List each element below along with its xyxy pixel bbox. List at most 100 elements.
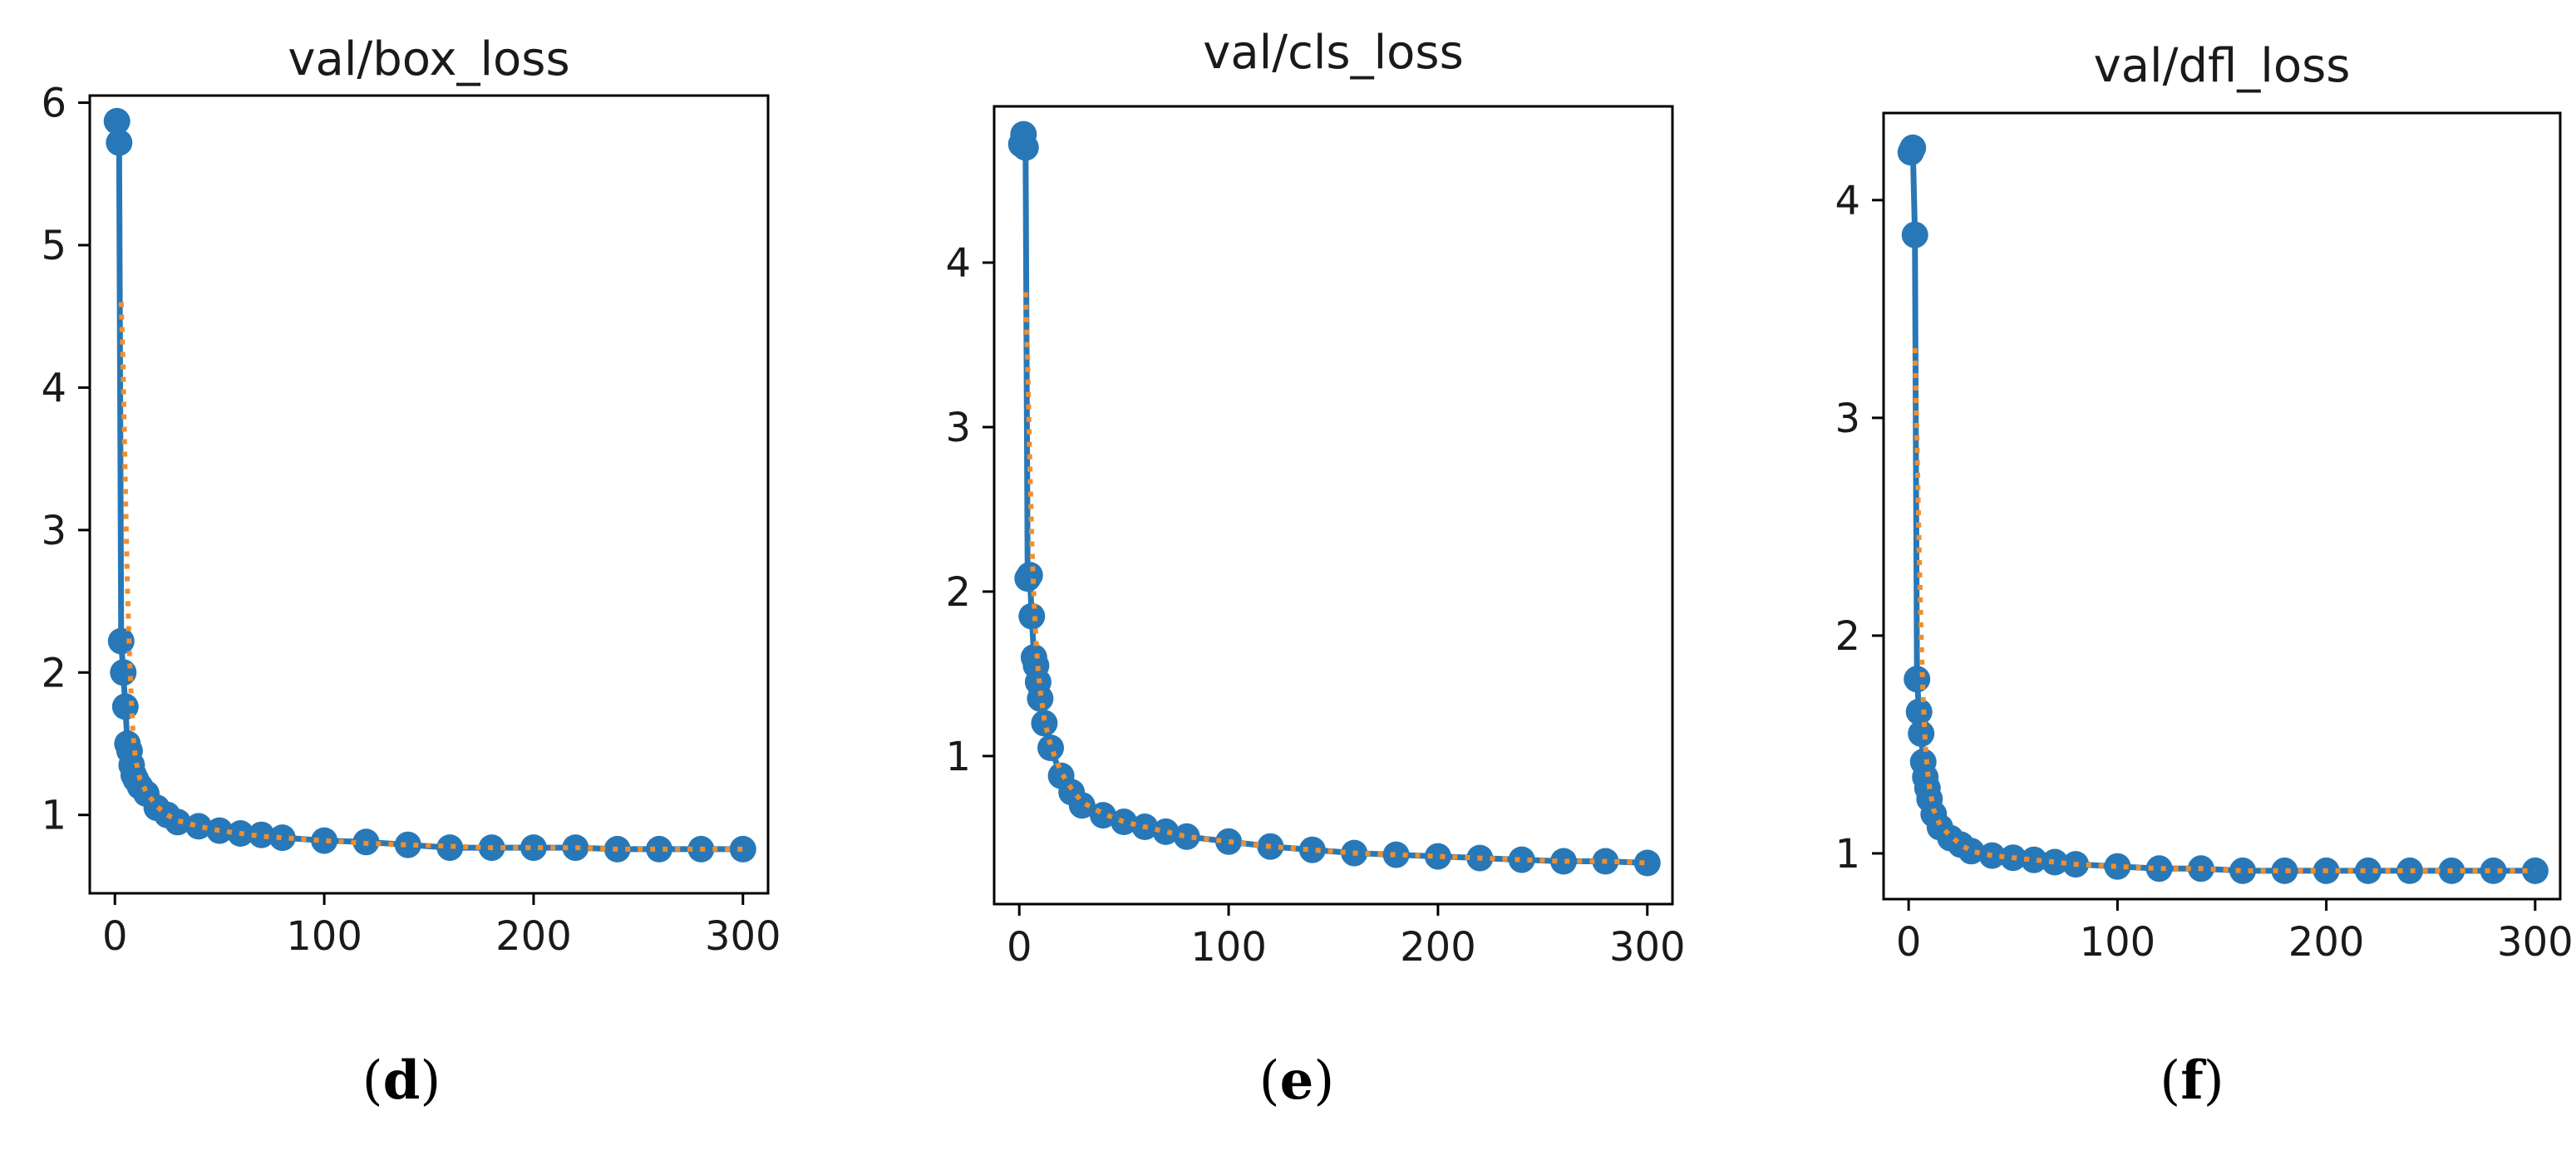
data-point [248,821,275,848]
data-point [1633,849,1661,877]
data-point [1298,836,1326,863]
y-tick-label: 4 [41,365,66,411]
y-tick-label: 2 [41,650,66,696]
data-point [103,107,131,135]
axes-frame [1882,111,2562,901]
y-tick-label: 3 [945,405,971,451]
data-point [1958,838,1985,865]
data-point [2104,853,2131,880]
data-point [1215,828,1243,855]
caption-e: (e) [1259,1050,1335,1112]
data-point [1027,685,1054,712]
series-results-line [114,118,746,853]
data-point [1173,823,1200,850]
data-point [111,693,139,720]
series-smooth-line [118,302,743,852]
x-tick-label: 200 [495,913,572,960]
data-point [1508,846,1535,873]
data-point [1031,710,1058,737]
chart-title: val/cls_loss [1203,26,1464,80]
data-point [206,817,234,844]
y-tick-label: 5 [41,223,66,269]
data-point [1152,818,1180,845]
data-point [1978,842,2006,869]
data-point [1905,698,1933,725]
chart-val-dfl-loss: val/dfl_loss 0 100 200 300 1 2 3 4 [1835,39,2573,966]
data-point [1382,841,1410,868]
data-point [107,627,135,655]
caption-f: (f) [2160,1050,2224,1112]
x-tick-label: 100 [1190,924,1267,971]
chart-title: val/box_loss [288,32,569,86]
x-tick-label: 200 [2288,919,2365,966]
y-tick-label: 4 [1835,178,1860,224]
data-point [520,834,547,862]
data-point [1899,134,1927,161]
x-tick-label: 300 [1609,924,1686,971]
data-point [1111,809,1138,835]
x-tick-label: 0 [102,913,128,960]
data-point [1904,666,1931,693]
y-tick-label: 4 [945,240,971,287]
data-point [1908,720,1935,747]
data-point [106,129,133,156]
y-tick-label: 1 [1835,831,1860,878]
data-point [2020,846,2047,873]
data-point [729,835,756,863]
data-point [2480,857,2507,884]
axis-ticks: 0 100 200 300 1 2 3 4 [1835,178,2573,966]
data-point [2042,848,2068,876]
series-results-line [1908,145,2539,874]
data-point [1090,802,1116,829]
data-point [185,813,212,840]
y-tick-label: 3 [41,508,66,554]
axis-ticks: 0 100 200 300 1 2 3 4 5 6 [41,81,781,960]
chart-title: val/dfl_loss [2094,39,2351,93]
data-point [1016,562,1043,589]
plot-area [1897,134,2549,884]
data-point [2354,857,2381,884]
x-tick-label: 0 [1007,924,1032,971]
chart-val-cls-loss: val/cls_loss 0 100 200 300 1 2 3 4 [945,26,1685,971]
y-tick-label: 2 [1835,613,1860,660]
data-point [2229,857,2257,884]
plot-area [1007,120,1661,877]
data-point [1901,221,1928,248]
data-point [311,827,338,854]
series-results-line [1018,131,1651,866]
chart-val-box-loss: val/box_loss 0 100 200 300 1 2 3 4 5 6 [41,32,781,960]
axis-ticks: 0 100 200 300 1 2 3 4 [945,240,1685,971]
data-point [1018,602,1046,630]
data-point [2145,855,2173,882]
data-point [1068,792,1096,819]
series-smooth-line [1022,292,1648,866]
axes-frame [88,94,770,895]
y-tick-label: 3 [1835,396,1860,442]
y-tick-label: 2 [945,569,971,616]
data-point [646,835,672,863]
axes-frame [992,105,1674,906]
x-tick-label: 300 [705,913,781,960]
caption-d: (d) [362,1050,441,1112]
plot-area [103,107,756,863]
data-point [110,659,137,686]
data-point [2271,857,2298,884]
x-tick-label: 200 [1400,924,1476,971]
y-tick-label: 6 [41,81,66,127]
series-smooth-line [1912,347,2535,873]
x-tick-label: 0 [1896,919,1922,966]
y-tick-label: 1 [41,793,66,839]
data-point [1424,843,1451,870]
x-tick-label: 300 [2497,919,2574,966]
y-tick-label: 1 [945,734,971,780]
data-point [436,834,464,862]
data-point [1550,848,1577,875]
x-tick-label: 100 [2080,919,2156,966]
data-point [1037,735,1064,761]
data-point [1012,134,1039,161]
data-point [2396,857,2424,884]
data-point [268,824,296,852]
data-point [394,831,421,858]
x-tick-label: 100 [286,913,362,960]
